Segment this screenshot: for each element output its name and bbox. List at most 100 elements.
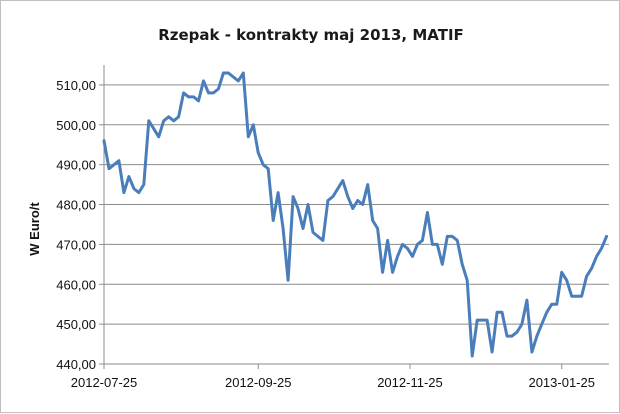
data-point: [505, 334, 509, 338]
data-point: [366, 183, 369, 186]
data-point: [331, 195, 335, 198]
data-point: [346, 195, 349, 198]
data-point: [281, 227, 285, 230]
data-point: [262, 163, 265, 166]
y-tick-label: 490,00: [56, 158, 96, 173]
data-point: [311, 231, 315, 234]
data-point: [217, 87, 220, 91]
data-point: [605, 235, 608, 238]
gridlines: [99, 84, 609, 369]
y-tick-label: 500,00: [56, 118, 96, 133]
data-point: [520, 322, 524, 326]
x-tick-label: 2012-07-25: [71, 375, 138, 390]
y-tick-label: 480,00: [56, 198, 96, 213]
data-point: [301, 227, 305, 230]
data-point: [570, 295, 573, 298]
data-point: [222, 71, 225, 75]
data-point: [600, 247, 603, 250]
data-point: [276, 191, 280, 194]
data-point: [272, 219, 275, 222]
data-point: [381, 271, 384, 274]
y-tick-label: 460,00: [56, 277, 96, 292]
data-point: [326, 199, 330, 202]
y-tick-label: 450,00: [56, 317, 96, 332]
data-point: [515, 330, 519, 334]
data-point: [416, 243, 419, 246]
data-point: [476, 318, 479, 322]
data-point: [530, 350, 534, 354]
data-point: [550, 303, 553, 306]
data-point: [306, 203, 310, 206]
data-point: [436, 243, 439, 246]
data-point: [351, 207, 354, 210]
data-point: [446, 235, 449, 238]
data-point: [207, 91, 210, 95]
data-point: [247, 135, 250, 138]
data-point: [466, 279, 469, 282]
data-point: [376, 227, 379, 230]
data-point: [510, 334, 514, 338]
data-point: [117, 159, 121, 162]
data-point: [152, 127, 155, 130]
data-point: [267, 167, 270, 170]
data-point: [590, 267, 593, 270]
data-point: [485, 318, 489, 322]
data-point: [371, 219, 374, 222]
data-point: [336, 187, 339, 190]
x-tick-labels: 2012-07-25 2012-09-25 2012-11-25 2013-01-25: [71, 375, 595, 390]
data-point: [252, 123, 255, 127]
data-point: [391, 271, 394, 274]
data-point: [187, 95, 190, 99]
data-point: [356, 199, 359, 202]
data-point: [495, 311, 499, 314]
data-point: [441, 263, 444, 266]
series-line: [102, 71, 608, 358]
data-point: [560, 271, 563, 274]
data-point: [361, 203, 364, 206]
data-point: [237, 79, 240, 83]
axes: [103, 65, 609, 365]
data-point: [411, 255, 414, 258]
data-point: [316, 235, 320, 238]
data-point: [296, 207, 300, 210]
data-point: [456, 239, 459, 242]
data-point: [212, 91, 215, 95]
y-tick-labels: 440,00 450,00 460,00 470,00 480,00 490,00 500,…: [56, 78, 96, 372]
data-point: [162, 119, 165, 123]
data-point: [147, 119, 150, 123]
data-point: [555, 303, 558, 306]
data-point: [401, 243, 404, 246]
data-point: [102, 139, 106, 142]
data-point: [471, 354, 474, 358]
data-point: [480, 318, 484, 322]
x-tick-label: 2012-09-25: [225, 375, 292, 390]
data-point: [227, 71, 230, 75]
data-point: [202, 79, 205, 83]
x-tick-label: 2013-01-25: [528, 375, 595, 390]
y-tick-label: 440,00: [56, 357, 96, 372]
data-point: [545, 311, 548, 314]
data-point: [575, 295, 578, 298]
data-point: [426, 211, 429, 214]
data-point: [142, 183, 145, 186]
data-point: [172, 119, 175, 123]
data-point: [127, 175, 131, 178]
data-point: [192, 95, 195, 99]
y-axis-label: W Euro/t: [27, 202, 42, 256]
data-point: [580, 295, 583, 298]
data-point: [386, 239, 389, 242]
data-point: [535, 334, 539, 338]
data-point: [396, 255, 399, 258]
data-point: [112, 163, 116, 166]
data-point: [122, 191, 126, 194]
x-tick-label: 2012-11-25: [377, 375, 443, 390]
data-point: [540, 322, 543, 326]
data-point: [421, 239, 424, 242]
data-point: [232, 75, 235, 79]
data-point: [565, 279, 568, 282]
y-tick-label: 510,00: [56, 78, 96, 93]
data-point: [341, 179, 344, 182]
chart-title: Rzepak - kontrakty maj 2013, MATIF: [158, 26, 464, 44]
